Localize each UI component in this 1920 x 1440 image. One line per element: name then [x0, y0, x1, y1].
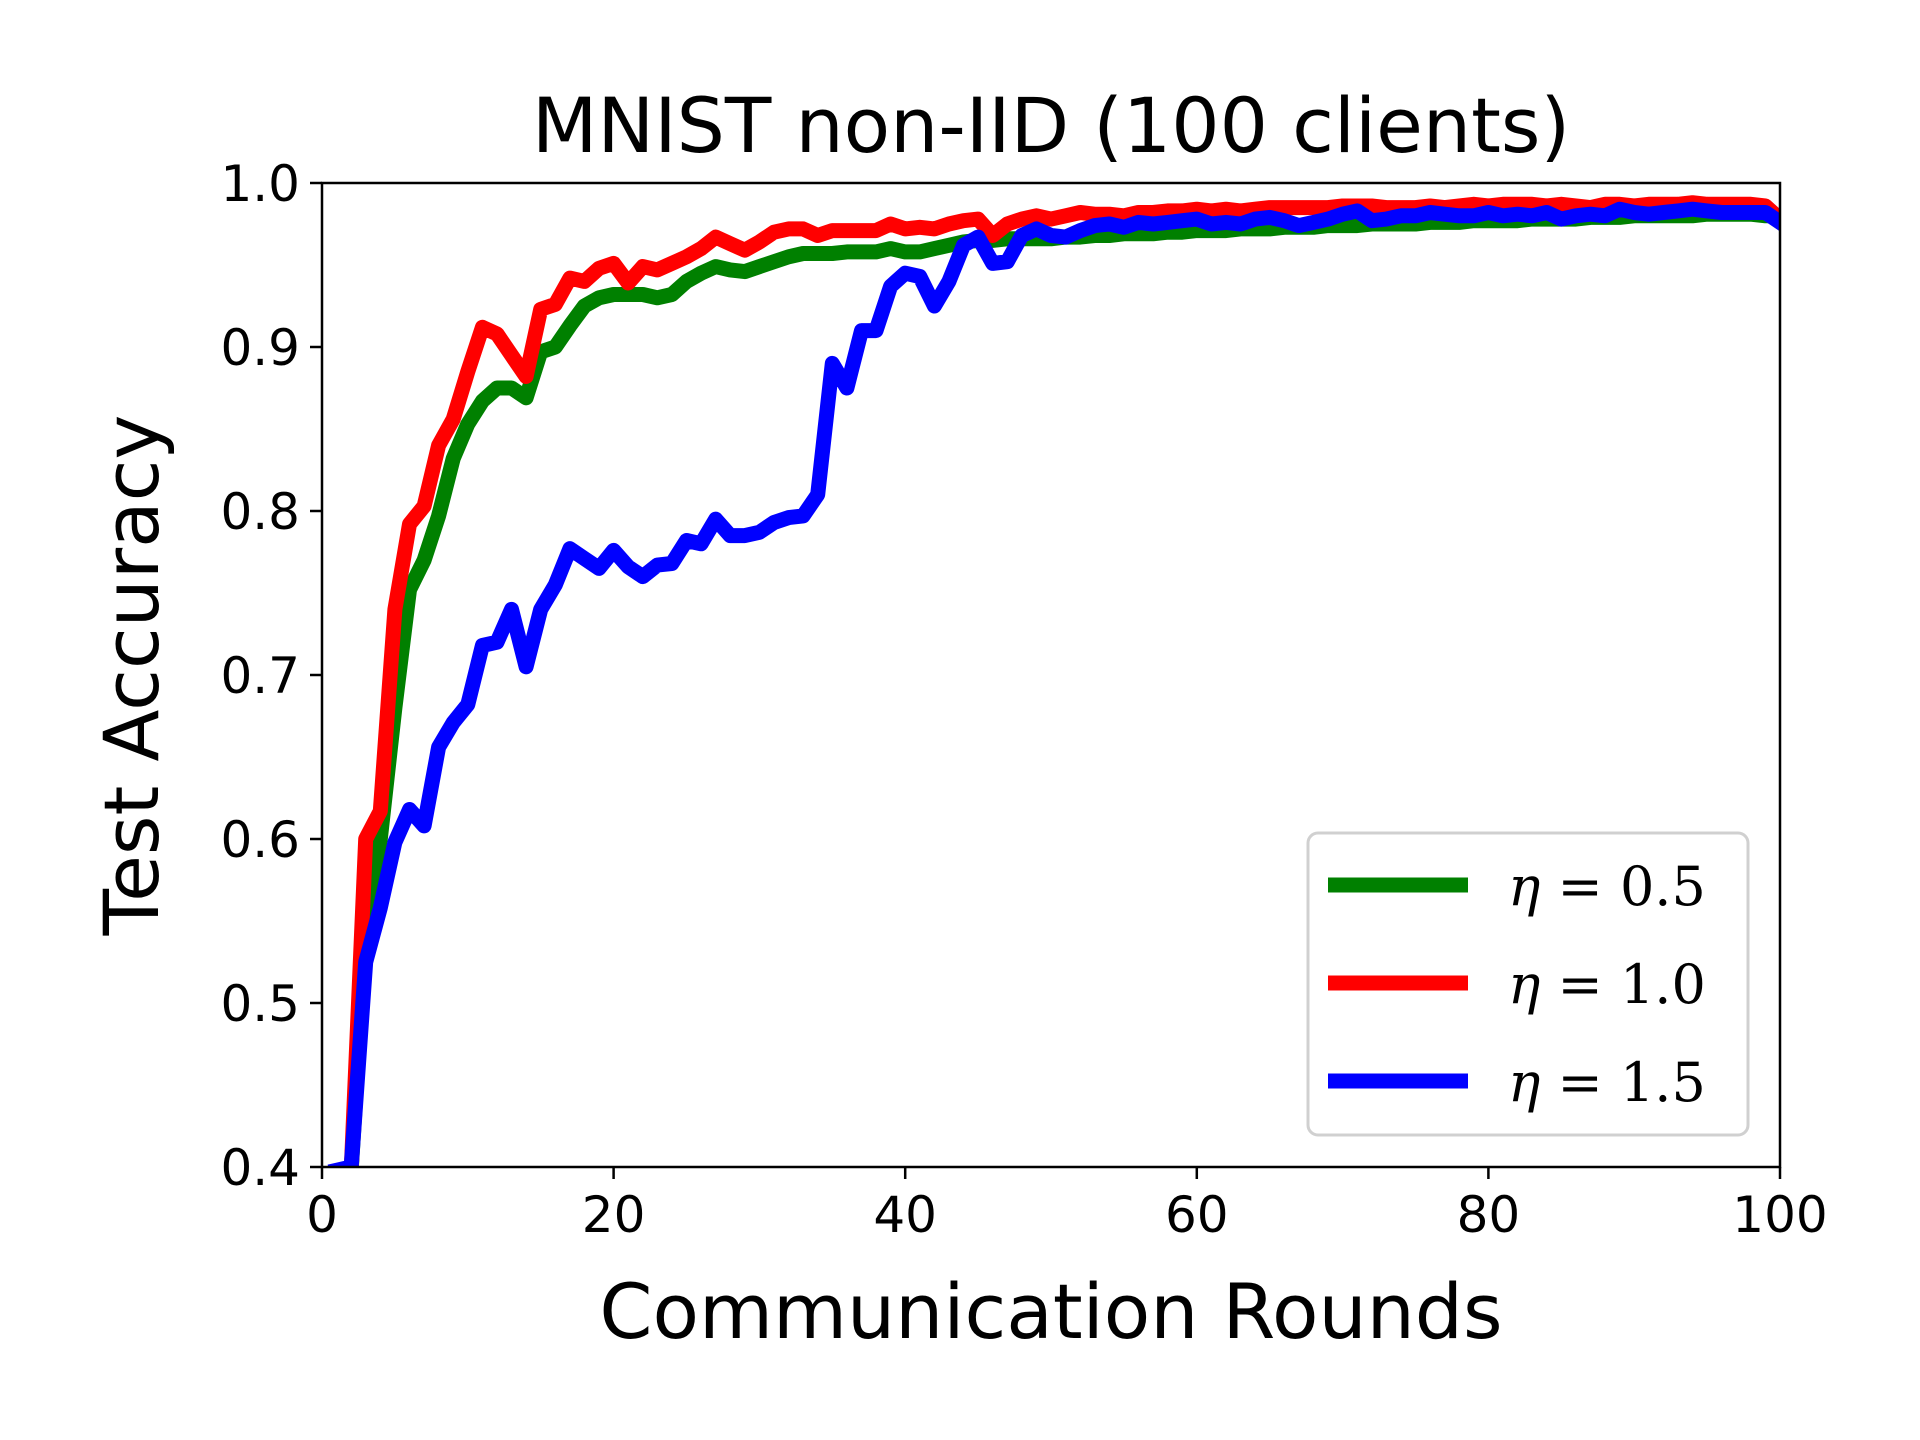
legend-equals: =	[1540, 855, 1620, 918]
legend-symbol: η	[1508, 855, 1540, 918]
y-axis: 0.4 0.5 0.6 0.7 0.8 0.9 1.0	[220, 155, 322, 1197]
y-tick-label: 0.6	[220, 811, 300, 869]
legend-symbol: η	[1508, 1051, 1540, 1114]
legend-value: 1.5	[1620, 1051, 1706, 1114]
plot-frame	[320, 181, 1782, 1169]
legend-value: 1.0	[1620, 953, 1706, 1016]
chart-title: MNIST non-IID (100 clients)	[532, 81, 1570, 170]
x-axis-title: Communication Rounds	[599, 1267, 1502, 1356]
y-tick-label: 0.9	[220, 319, 300, 377]
y-tick-label: 0.4	[220, 1139, 300, 1197]
series-line-1	[331, 195, 1780, 1167]
legend-label-1: η = 1.0	[1508, 953, 1706, 1016]
legend: η = 0.5η = 1.0η = 1.5	[1306, 831, 1750, 1137]
x-tick-label: 40	[873, 1186, 937, 1244]
x-tick-label: 80	[1457, 1186, 1521, 1244]
x-tick-label: 20	[582, 1186, 646, 1244]
y-axis-title: Test Accuracy	[87, 415, 176, 937]
legend-label-2: η = 1.5	[1508, 1051, 1706, 1114]
legend-equals: =	[1540, 1051, 1620, 1114]
legend-label-0: η = 0.5	[1508, 855, 1706, 918]
x-tick-label: 0	[306, 1186, 338, 1244]
plot-area	[327, 195, 1780, 1167]
x-axis: 0 20 40 60 80 100	[306, 1167, 1828, 1244]
legend-value: 0.5	[1620, 855, 1706, 918]
y-tick-label: 1.0	[220, 155, 300, 213]
x-tick-label: 100	[1732, 1186, 1827, 1244]
y-tick-label: 0.7	[220, 647, 300, 705]
series-line-2	[327, 201, 1780, 1167]
legend-box	[1306, 831, 1750, 1137]
x-tick-label: 60	[1165, 1186, 1229, 1244]
legend-equals: =	[1540, 953, 1620, 1016]
y-tick-label: 0.8	[220, 483, 300, 541]
y-tick-label: 0.5	[220, 975, 300, 1033]
legend-symbol: η	[1508, 953, 1540, 1016]
